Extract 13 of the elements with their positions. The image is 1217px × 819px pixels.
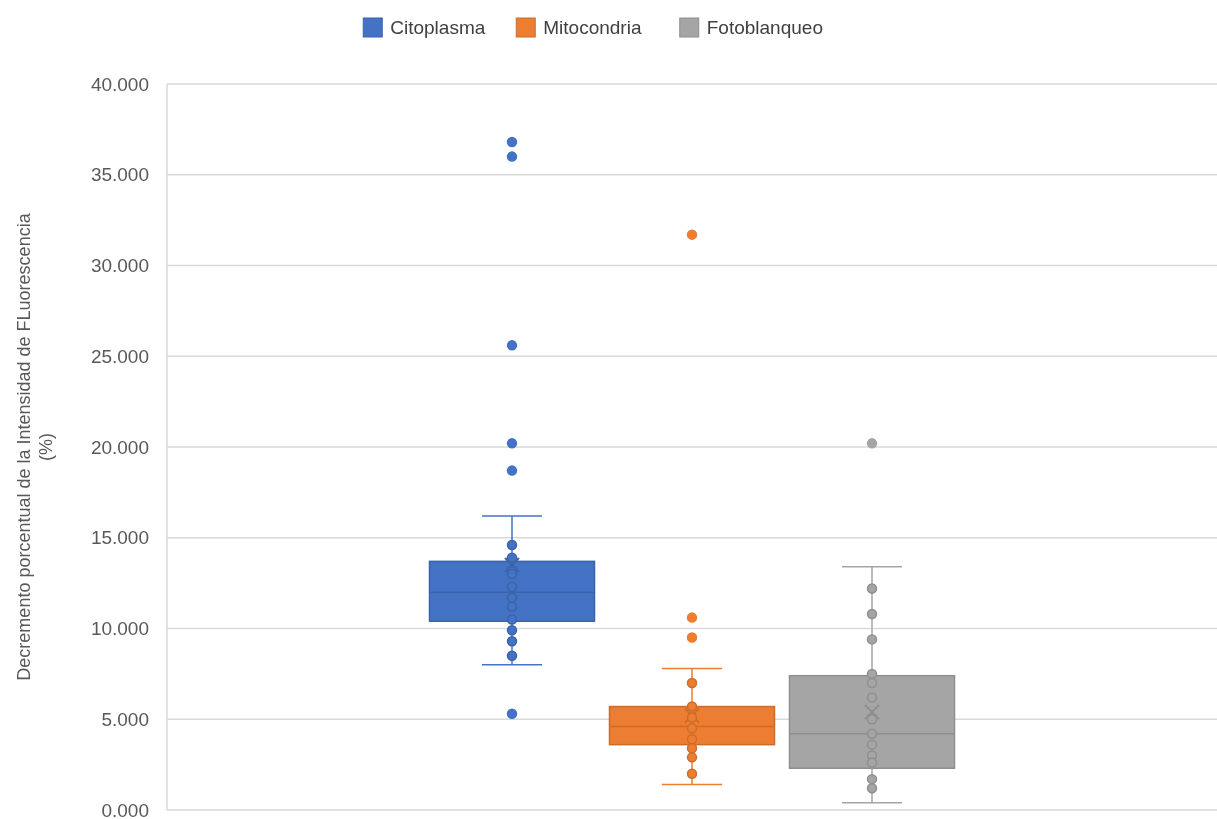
y-tick-label: 25.000 xyxy=(90,345,149,367)
y-tick-label: 30.000 xyxy=(90,255,149,277)
legend-label: Citoplasma xyxy=(390,16,486,38)
y-tick-label: 5.000 xyxy=(101,708,149,730)
y-tick-label: 20.000 xyxy=(90,436,149,458)
legend-label: Fotoblanqueo xyxy=(706,16,823,38)
y-tick-label: 10.000 xyxy=(90,618,149,640)
y-axis-title: Decremento porcentual de la Intensidad de FLuorescencia (%) xyxy=(14,212,56,681)
y-tick-label: 0.000 xyxy=(101,799,149,819)
y-tick-label: 15.000 xyxy=(90,527,149,549)
legend-label: Mitocondria xyxy=(543,16,642,38)
y-tick-label: 35.000 xyxy=(90,164,149,186)
y-tick-label: 40.000 xyxy=(90,73,149,95)
